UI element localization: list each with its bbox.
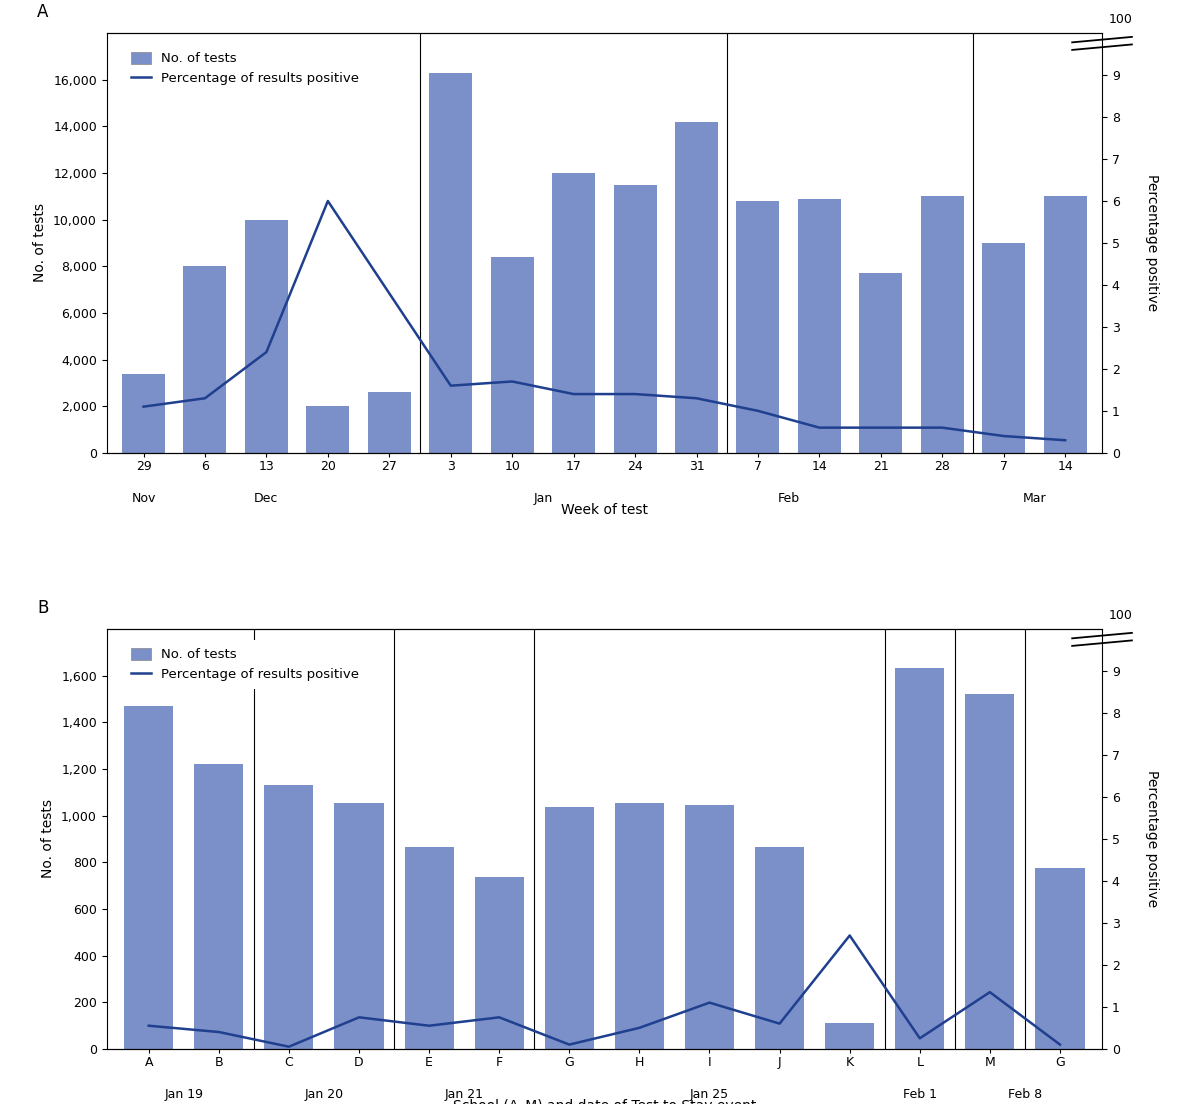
Bar — [367, 392, 411, 453]
Bar — [614, 184, 656, 453]
Bar — [966, 694, 1014, 1049]
Bar — [124, 707, 173, 1049]
Legend: No. of tests, Percentage of results positive: No. of tests, Percentage of results posi… — [123, 640, 367, 689]
Text: Mar: Mar — [1023, 491, 1046, 505]
Text: Jan 25: Jan 25 — [690, 1087, 729, 1101]
Text: Dec: Dec — [255, 491, 278, 505]
Y-axis label: Percentage positive: Percentage positive — [1145, 174, 1159, 311]
Text: 100: 100 — [1109, 609, 1133, 623]
Bar — [736, 201, 780, 453]
Bar — [755, 847, 805, 1049]
Y-axis label: Percentage positive: Percentage positive — [1145, 771, 1159, 907]
Bar — [264, 785, 314, 1049]
Y-axis label: No. of tests: No. of tests — [33, 203, 47, 283]
Text: Jan 21: Jan 21 — [444, 1087, 483, 1101]
Text: Feb 1: Feb 1 — [903, 1087, 937, 1101]
Text: Nov: Nov — [132, 491, 155, 505]
Text: Feb 8: Feb 8 — [1008, 1087, 1042, 1101]
Bar — [404, 847, 454, 1049]
Bar — [895, 668, 944, 1049]
Bar — [798, 199, 841, 453]
Bar — [921, 197, 963, 453]
Text: 100: 100 — [1109, 13, 1133, 26]
Bar — [245, 220, 288, 453]
Bar — [825, 1023, 875, 1049]
Bar — [552, 173, 595, 453]
Text: Jan: Jan — [533, 491, 552, 505]
Y-axis label: No. of tests: No. of tests — [41, 799, 56, 879]
Text: Feb: Feb — [777, 491, 800, 505]
Bar — [122, 373, 165, 453]
Bar — [334, 803, 384, 1049]
Bar — [685, 805, 734, 1049]
Bar — [982, 243, 1025, 453]
Bar — [194, 764, 243, 1049]
X-axis label: School (A–M) and date of Test to Stay event: School (A–M) and date of Test to Stay ev… — [453, 1100, 756, 1104]
Bar — [307, 406, 350, 453]
Text: Jan 19: Jan 19 — [165, 1087, 204, 1101]
Bar — [1044, 197, 1087, 453]
Bar — [429, 73, 473, 453]
Bar — [859, 274, 902, 453]
Text: A: A — [37, 2, 49, 21]
Bar — [1036, 868, 1084, 1049]
Bar — [615, 803, 664, 1049]
X-axis label: Week of test: Week of test — [561, 503, 648, 518]
Bar — [675, 121, 718, 453]
Bar — [475, 878, 524, 1049]
Text: B: B — [37, 598, 49, 616]
Legend: No. of tests, Percentage of results positive: No. of tests, Percentage of results posi… — [123, 44, 367, 93]
Bar — [545, 807, 594, 1049]
Bar — [491, 257, 533, 453]
Bar — [184, 266, 226, 453]
Text: Jan 20: Jan 20 — [305, 1087, 344, 1101]
